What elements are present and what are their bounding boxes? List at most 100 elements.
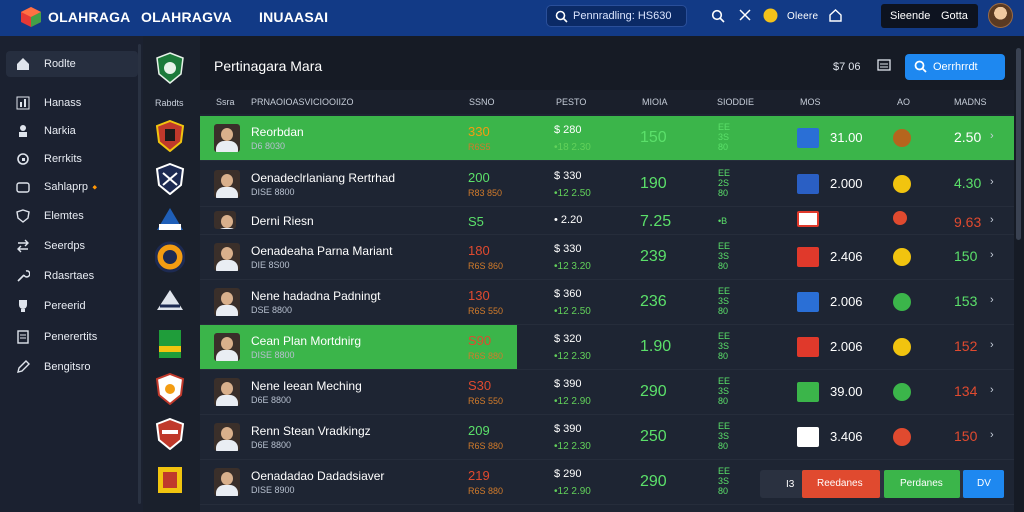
match-name[interactable]: Nene hadadna Padningt: [251, 289, 381, 303]
odds-line[interactable]: • 2.20: [554, 214, 583, 226]
final-odds[interactable]: 152: [954, 338, 978, 354]
odds-value[interactable]: 1.90: [640, 338, 672, 355]
sidebar-item-narkia[interactable]: Narkia: [6, 118, 138, 144]
match-name[interactable]: Oenadadao Dadadsiaver: [251, 469, 385, 483]
team-logo-icon[interactable]: [155, 120, 185, 152]
table-row[interactable]: Derni Riesn S5 • 2.20 7.25 •B 9.63 ›: [200, 207, 1014, 235]
nav-link-primary[interactable]: OLAHRAGVA: [141, 9, 232, 25]
odds-value[interactable]: 190: [640, 175, 667, 192]
market-flag-icon[interactable]: [797, 128, 819, 148]
match-name[interactable]: Cean Plan Mortdnirg: [251, 334, 362, 348]
market-flag-icon[interactable]: [797, 292, 819, 312]
sidebar-item-elemtes[interactable]: Elemtes: [6, 203, 138, 229]
sidebar-scrollbar[interactable]: [138, 44, 141, 504]
chevron-right-icon[interactable]: ›: [990, 214, 994, 226]
odds-line[interactable]: $ 330: [554, 243, 582, 255]
odds-value[interactable]: 290: [640, 383, 667, 400]
final-odds[interactable]: 9.63: [954, 214, 982, 230]
account-box[interactable]: Sieende Gotta: [881, 4, 978, 28]
sidebar-item-rdasrtaes[interactable]: Rdasrtaes: [6, 263, 138, 289]
team-logo-icon[interactable]: [155, 418, 185, 450]
market-odds[interactable]: 2.000: [830, 176, 863, 191]
market-flag-icon[interactable]: [797, 337, 819, 357]
column-header[interactable]: PRNAOIOASVICIOOIIZO: [251, 97, 354, 107]
column-header[interactable]: SSNO: [469, 97, 495, 107]
match-name[interactable]: Reorbdan: [251, 125, 304, 139]
team-logo-icon[interactable]: [155, 373, 185, 405]
chevron-right-icon[interactable]: ›: [990, 176, 994, 188]
odds-line[interactable]: $ 320: [554, 333, 582, 345]
team-logo-icon[interactable]: [155, 284, 185, 316]
team-logo-icon[interactable]: [155, 464, 185, 496]
sidebar-item-seerdps[interactable]: Seerdps: [6, 233, 138, 259]
team-logo-icon[interactable]: [155, 163, 185, 195]
final-odds[interactable]: 150: [954, 248, 978, 264]
brand-name[interactable]: OLAHRAGA: [48, 9, 131, 25]
notification-label[interactable]: Oleere: [787, 11, 819, 22]
odds-line[interactable]: $ 390: [554, 423, 582, 435]
odds-value[interactable]: 250: [640, 428, 667, 445]
search-icon[interactable]: [711, 9, 725, 23]
table-row[interactable]: Nene Ieean Meching D6E 8800 S30 R6S 550 $ 39…: [200, 370, 1014, 415]
sidebar-item-penerertits[interactable]: Penerertits: [6, 324, 138, 350]
keyboard-icon[interactable]: [877, 59, 891, 71]
market-odds[interactable]: 2.006: [830, 294, 863, 309]
red-action-button[interactable]: Reedanes: [802, 470, 880, 498]
team-logo-icon[interactable]: [155, 52, 185, 84]
column-header[interactable]: Ssra: [216, 97, 235, 107]
market-flag-icon[interactable]: [797, 382, 819, 402]
odds-value[interactable]: 236: [640, 293, 667, 310]
final-odds[interactable]: 150: [954, 428, 978, 444]
final-odds[interactable]: 153: [954, 293, 978, 309]
panel-action-button[interactable]: Oerrhrrdt: [905, 54, 1005, 80]
chevron-right-icon[interactable]: ›: [990, 429, 994, 441]
match-name[interactable]: Oenadeaha Parna Mariant: [251, 244, 393, 258]
market-odds[interactable]: 2.006: [830, 339, 863, 354]
market-odds[interactable]: 3.406: [830, 429, 863, 444]
odds-line[interactable]: $ 290: [554, 468, 582, 480]
table-row[interactable]: Oenadeclrlaniang Rertrhad DISE 8800 200 R83…: [200, 162, 1014, 207]
team-logo-icon[interactable]: [155, 241, 185, 273]
table-row[interactable]: Oenadeaha Parna Mariant DIE 8S00 180 R6S 86…: [200, 235, 1014, 280]
odds-value[interactable]: 150: [640, 129, 667, 146]
table-row[interactable]: Cean Plan Mortdnirg DISE 8800 S90 R6S 880 $ …: [200, 325, 1014, 370]
blue-action-button[interactable]: DV: [963, 470, 1004, 498]
table-row[interactable]: Nene hadadna Padningt DSE 8800 130 R6S 550 $…: [200, 280, 1014, 325]
market-odds[interactable]: 2.406: [830, 249, 863, 264]
chevron-right-icon[interactable]: ›: [990, 384, 994, 396]
market-flag-icon[interactable]: [797, 211, 819, 227]
market-flag-icon[interactable]: [797, 247, 819, 267]
match-name[interactable]: Oenadeclrlaniang Rertrhad: [251, 171, 396, 185]
column-header[interactable]: MOS: [800, 97, 821, 107]
sidebar-item-hanass[interactable]: Hanass: [6, 90, 138, 116]
final-odds[interactable]: 2.50: [954, 129, 982, 145]
final-odds[interactable]: 4.30: [954, 175, 982, 191]
odds-value[interactable]: 7.25: [640, 213, 672, 230]
column-header[interactable]: SIODDIE: [717, 97, 755, 107]
sidebar-item-sahlaprp[interactable]: Sahlaprp 🔸: [6, 174, 138, 200]
match-name[interactable]: Nene Ieean Meching: [251, 379, 362, 393]
sidebar-item-rerrkits[interactable]: Rerrkits: [6, 146, 138, 172]
match-name[interactable]: Derni Riesn: [251, 214, 314, 228]
chevron-right-icon[interactable]: ›: [990, 294, 994, 306]
odds-line[interactable]: $ 280: [554, 124, 582, 136]
match-name[interactable]: Renn Stean Vradkingz: [251, 424, 371, 438]
close-icon[interactable]: [739, 9, 751, 21]
odds-line[interactable]: $ 390: [554, 378, 582, 390]
team-logo-icon[interactable]: [155, 204, 185, 236]
sidebar-item-home[interactable]: Rodlte: [6, 51, 138, 77]
odds-line[interactable]: $ 330: [554, 170, 582, 182]
odds-line[interactable]: $ 360: [554, 288, 582, 300]
home-icon[interactable]: [829, 9, 842, 22]
market-odds[interactable]: 31.00: [830, 130, 863, 145]
table-row[interactable]: Renn Stean Vradkingz D6E 8800 209 R6S 880 $ …: [200, 415, 1014, 460]
market-flag-icon[interactable]: [797, 427, 819, 447]
market-odds[interactable]: 39.00: [830, 384, 863, 399]
chevron-right-icon[interactable]: ›: [990, 130, 994, 142]
chevron-right-icon[interactable]: ›: [990, 249, 994, 261]
team-logo-icon[interactable]: [155, 328, 185, 360]
search-bar[interactable]: Pennradling: HS630: [546, 5, 687, 27]
sidebar-item-bengitsro[interactable]: Bengitsro: [6, 354, 138, 380]
column-header[interactable]: MIOIA: [642, 97, 668, 107]
column-header[interactable]: AO: [897, 97, 911, 107]
